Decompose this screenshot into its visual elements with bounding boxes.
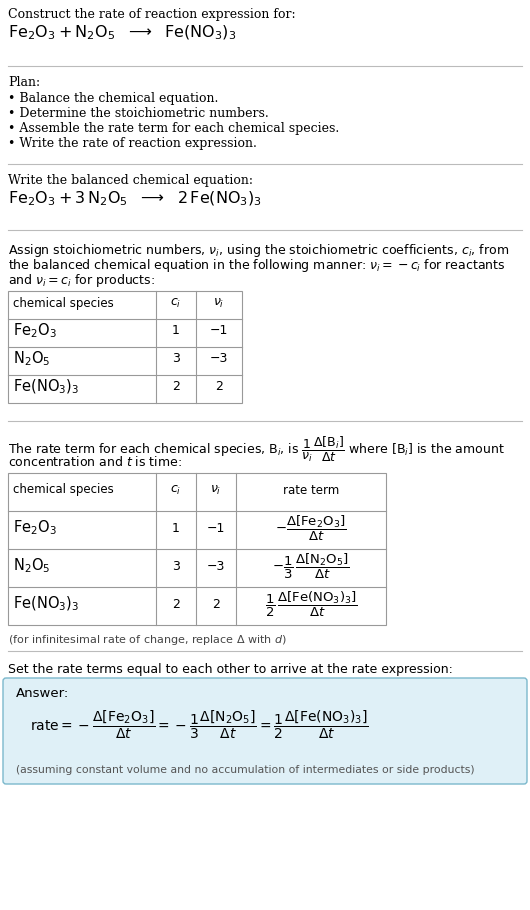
Text: 2: 2 bbox=[172, 598, 180, 611]
Text: chemical species: chemical species bbox=[13, 483, 114, 497]
Text: concentration and $t$ is time:: concentration and $t$ is time: bbox=[8, 455, 182, 469]
Text: $\mathrm{Fe(NO_3)_3}$: $\mathrm{Fe(NO_3)_3}$ bbox=[13, 595, 79, 613]
Text: • Determine the stoichiometric numbers.: • Determine the stoichiometric numbers. bbox=[8, 107, 269, 120]
Text: −1: −1 bbox=[207, 521, 225, 534]
Text: 3: 3 bbox=[172, 352, 180, 366]
Text: $-\dfrac{1}{3}\,\dfrac{\Delta[\mathrm{N_2O_5}]}{\Delta t}$: $-\dfrac{1}{3}\,\dfrac{\Delta[\mathrm{N_… bbox=[272, 551, 350, 581]
Text: • Write the rate of reaction expression.: • Write the rate of reaction expression. bbox=[8, 137, 257, 150]
Text: Plan:: Plan: bbox=[8, 76, 40, 89]
Text: 2: 2 bbox=[215, 380, 223, 393]
Text: −1: −1 bbox=[210, 325, 228, 338]
Text: $\mathrm{N_2O_5}$: $\mathrm{N_2O_5}$ bbox=[13, 349, 50, 369]
Text: Construct the rate of reaction expression for:: Construct the rate of reaction expressio… bbox=[8, 8, 296, 21]
Text: 1: 1 bbox=[172, 325, 180, 338]
Text: $\nu_i$: $\nu_i$ bbox=[213, 297, 225, 309]
Text: 2: 2 bbox=[172, 380, 180, 393]
Text: (assuming constant volume and no accumulation of intermediates or side products): (assuming constant volume and no accumul… bbox=[16, 765, 475, 775]
Text: $\mathrm{rate} = -\dfrac{\Delta[\mathrm{Fe_2O_3}]}{\Delta t}= -\dfrac{1}{3}\dfra: $\mathrm{rate} = -\dfrac{\Delta[\mathrm{… bbox=[30, 709, 368, 742]
Text: $\mathrm{N_2O_5}$: $\mathrm{N_2O_5}$ bbox=[13, 557, 50, 575]
Text: rate term: rate term bbox=[283, 483, 339, 497]
Text: and $\nu_i = c_i$ for products:: and $\nu_i = c_i$ for products: bbox=[8, 272, 155, 289]
Text: the balanced chemical equation in the following manner: $\nu_i = -c_i$ for react: the balanced chemical equation in the fo… bbox=[8, 257, 506, 274]
Text: (for infinitesimal rate of change, replace $\Delta$ with $d$): (for infinitesimal rate of change, repla… bbox=[8, 633, 287, 647]
Text: $\mathregular{Fe_2O_3 + 3\,N_2O_5}$  $\mathregular{\longrightarrow}$  $\mathregu: $\mathregular{Fe_2O_3 + 3\,N_2O_5}$ $\ma… bbox=[8, 190, 262, 208]
Text: Assign stoichiometric numbers, $\nu_i$, using the stoichiometric coefficients, $: Assign stoichiometric numbers, $\nu_i$, … bbox=[8, 242, 509, 259]
Text: 2: 2 bbox=[212, 598, 220, 611]
Text: Write the balanced chemical equation:: Write the balanced chemical equation: bbox=[8, 174, 253, 187]
Text: 3: 3 bbox=[172, 560, 180, 572]
Text: $\mathrm{Fe_2O_3}$: $\mathrm{Fe_2O_3}$ bbox=[13, 321, 57, 340]
Bar bbox=[8, 473, 386, 625]
Bar bbox=[8, 291, 242, 403]
Text: $\dfrac{1}{2}\,\dfrac{\Delta[\mathrm{Fe(NO_3)_3}]}{\Delta t}$: $\dfrac{1}{2}\,\dfrac{\Delta[\mathrm{Fe(… bbox=[264, 590, 357, 619]
Text: chemical species: chemical species bbox=[13, 297, 114, 309]
Text: 1: 1 bbox=[172, 521, 180, 534]
Text: $c_i$: $c_i$ bbox=[170, 297, 182, 309]
Text: Set the rate terms equal to each other to arrive at the rate expression:: Set the rate terms equal to each other t… bbox=[8, 663, 453, 676]
Text: $-\dfrac{\Delta[\mathrm{Fe_2O_3}]}{\Delta t}$: $-\dfrac{\Delta[\mathrm{Fe_2O_3}]}{\Delt… bbox=[275, 513, 347, 542]
Text: The rate term for each chemical species, $\mathrm{B}_i$, is $\dfrac{1}{\nu_i}\df: The rate term for each chemical species,… bbox=[8, 435, 505, 464]
Text: • Assemble the rate term for each chemical species.: • Assemble the rate term for each chemic… bbox=[8, 122, 339, 135]
Text: • Balance the chemical equation.: • Balance the chemical equation. bbox=[8, 92, 218, 105]
Text: $c_i$: $c_i$ bbox=[170, 483, 182, 497]
Text: $\mathrm{Fe_2O_3}$: $\mathrm{Fe_2O_3}$ bbox=[13, 519, 57, 537]
Text: −3: −3 bbox=[207, 560, 225, 572]
Text: $\nu_i$: $\nu_i$ bbox=[210, 483, 222, 497]
Text: $\mathregular{Fe_2O_3 + N_2O_5}$  $\mathregular{\longrightarrow}$  $\mathregular: $\mathregular{Fe_2O_3 + N_2O_5}$ $\mathr… bbox=[8, 24, 236, 43]
Text: Answer:: Answer: bbox=[16, 687, 69, 700]
FancyBboxPatch shape bbox=[3, 678, 527, 784]
Text: $\mathrm{Fe(NO_3)_3}$: $\mathrm{Fe(NO_3)_3}$ bbox=[13, 378, 79, 396]
Text: −3: −3 bbox=[210, 352, 228, 366]
